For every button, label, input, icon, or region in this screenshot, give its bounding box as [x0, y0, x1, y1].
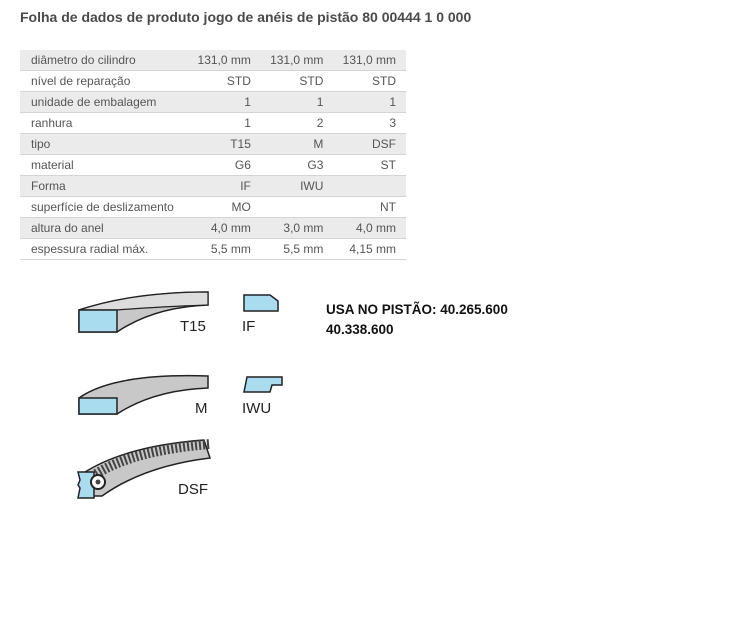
note-line-1: USA NO PISTÃO: 40.265.600 [326, 302, 508, 317]
page-title: Folha de dados de produto jogo de anéis … [20, 9, 472, 25]
spec-table: diâmetro do cilindro 131,0 mm 131,0 mm 131,… [20, 50, 406, 260]
row-value: DSF [323, 133, 406, 155]
row-label: Forma [20, 175, 179, 197]
row-label: altura do anel [20, 217, 179, 239]
row-label: diâmetro do cilindro [20, 50, 179, 71]
row-label: nível de reparação [20, 70, 179, 92]
row-value: 131,0 mm [178, 50, 251, 71]
row-value [250, 196, 324, 218]
row-value: STD [178, 70, 251, 92]
row-label: tipo [20, 133, 179, 155]
row-value: 4,0 mm [178, 217, 251, 239]
table-row: tipo T15 M DSF [20, 133, 406, 155]
row-value: 2 [250, 112, 324, 134]
ring-t15-diagram [78, 291, 209, 333]
label-iwu: IWU [242, 400, 272, 417]
row-label: unidade de embalagem [20, 91, 179, 113]
row-value: STD [323, 70, 406, 92]
row-value: 1 [323, 91, 406, 113]
note-line-2: 40.338.600 [326, 322, 394, 337]
row-value: G3 [250, 154, 324, 176]
label-t15: T15 [180, 318, 206, 335]
row-value: G6 [178, 154, 251, 176]
row-value: STD [250, 70, 324, 92]
shape-iwu-icon [243, 376, 283, 393]
row-label: superfície de deslizamento [20, 196, 179, 218]
label-if: IF [242, 318, 256, 335]
table-row: nível de reparação STD STD STD [20, 70, 406, 92]
row-value: 5,5 mm [250, 238, 324, 260]
row-label: material [20, 154, 179, 176]
table-row: Forma IF IWU [20, 175, 406, 197]
table-row: ranhura 1 2 3 [20, 112, 406, 134]
row-label: ranhura [20, 112, 179, 134]
row-value: IWU [250, 175, 324, 197]
label-m: M [195, 400, 208, 417]
row-value: T15 [178, 133, 251, 155]
row-value: 1 [250, 91, 324, 113]
table-row: altura do anel 4,0 mm 3,0 mm 4,0 mm [20, 217, 406, 239]
row-value: 4,15 mm [323, 238, 406, 260]
ring-m-diagram [78, 374, 209, 415]
table-row: unidade de embalagem 1 1 1 [20, 91, 406, 113]
row-value: 3,0 mm [250, 217, 324, 239]
row-value: ST [323, 154, 406, 176]
row-value: IF [178, 175, 251, 197]
row-label: espessura radial máx. [20, 238, 179, 260]
table-row: superfície de deslizamento MO NT [20, 196, 406, 218]
row-value: 1 [178, 91, 251, 113]
row-value: 1 [178, 112, 251, 134]
row-value: 4,0 mm [323, 217, 406, 239]
table-row: material G6 G3 ST [20, 154, 406, 176]
row-value: M [250, 133, 324, 155]
row-value: 3 [323, 112, 406, 134]
table-row: espessura radial máx. 5,5 mm 5,5 mm 4,15 mm [20, 238, 406, 260]
row-value: MO [178, 196, 251, 218]
row-value: 131,0 mm [323, 50, 406, 71]
shape-if-icon [243, 294, 279, 312]
row-value: NT [323, 196, 406, 218]
row-value: 5,5 mm [178, 238, 251, 260]
label-dsf: DSF [178, 481, 208, 498]
ring-dsf-diagram [77, 439, 212, 499]
piston-usage-note: USA NO PISTÃO: 40.265.600 40.338.600 [326, 300, 508, 340]
row-value: 131,0 mm [250, 50, 324, 71]
row-value [323, 175, 406, 197]
table-row: diâmetro do cilindro 131,0 mm 131,0 mm 131,… [20, 50, 406, 71]
